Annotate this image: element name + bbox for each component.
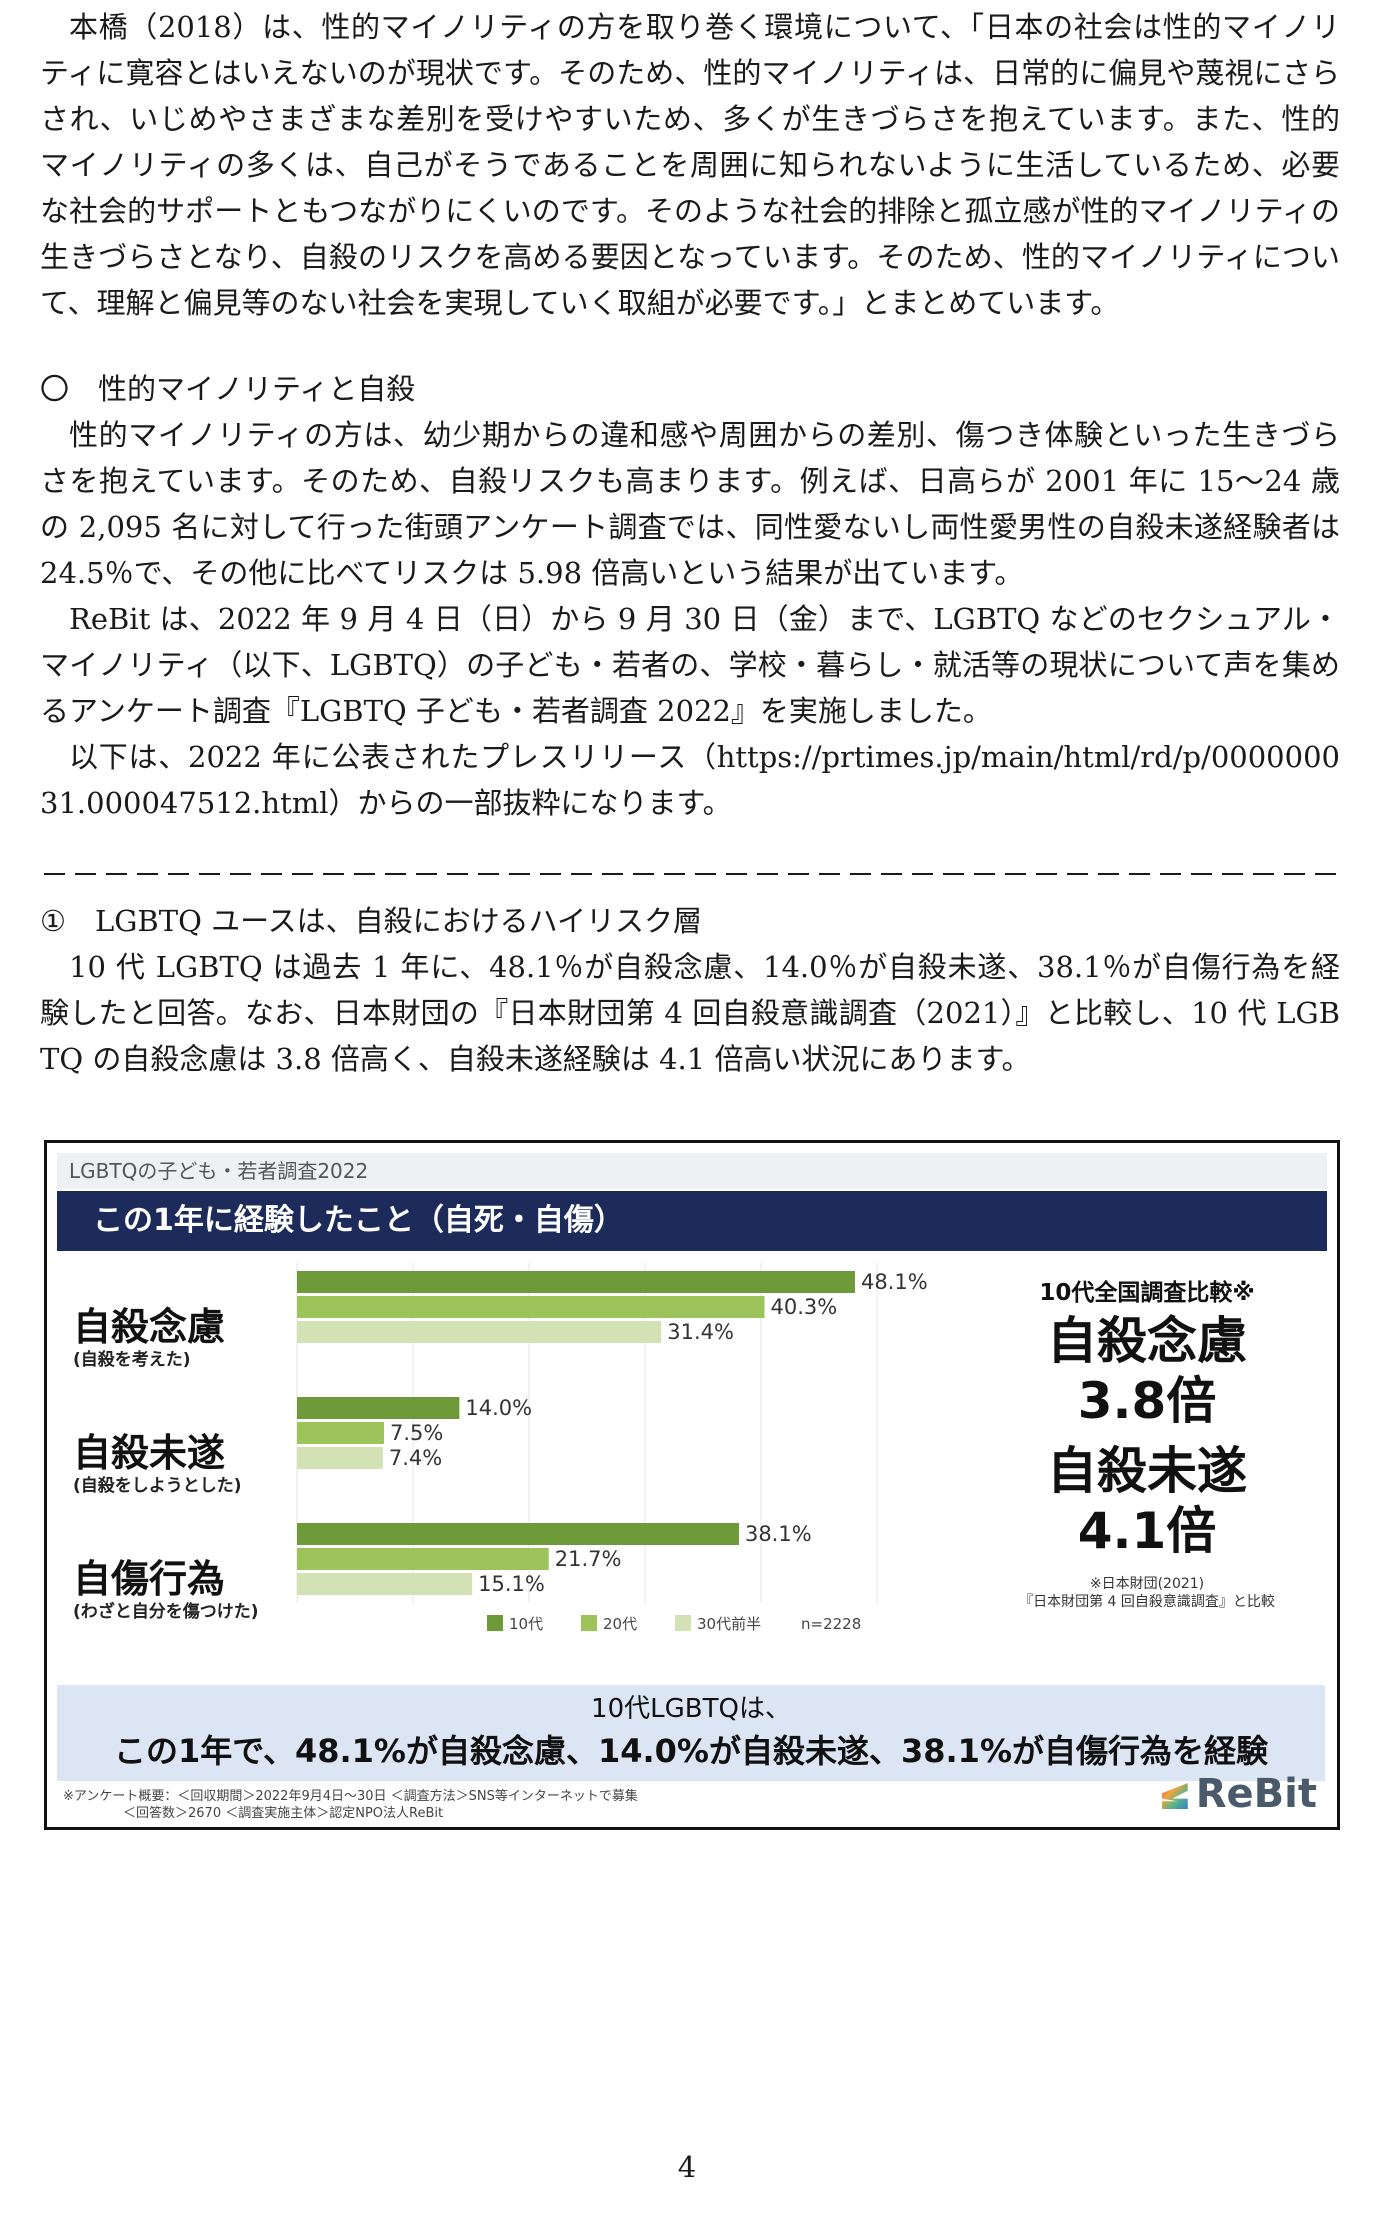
category-label-selfharm: 自傷行為 (わざと自分を傷つけた) [73, 1557, 259, 1623]
summary-box: 10代LGBTQは、 この1年で、48.1%が自殺念慮、14.0%が自殺未遂、3… [57, 1685, 1325, 1781]
bar-value-label: 38.1% [745, 1522, 812, 1546]
comparison-attempt-value: 4.1倍 [1077, 1502, 1217, 1560]
rebit-logo-icon [1161, 1783, 1188, 1809]
category-sub: (自殺をしようとした) [73, 1476, 242, 1496]
paragraph-risk: 性的マイノリティの方は、幼少期からの違和感や周囲からの差別、傷つき体験といった生… [40, 418, 1340, 590]
legend-label: 10代 [509, 1615, 543, 1633]
bar-value-label: 40.3% [770, 1295, 837, 1319]
bar-2-2 [297, 1422, 384, 1444]
bar-chart: 48.1% 40.3% 31.4% 14.0% 7.5%7.4% 38.1% 21.7% 15… [296, 1263, 928, 1633]
survey-note-1: ※アンケート概要：＜回収期間＞2022年9月4日〜30日 ＜調査方法＞SNS等イ… [63, 1789, 638, 1804]
legend-swatch [581, 1615, 597, 1631]
dashed-divider: －－－－－－－－－－－－－－－－－－－－－－－－－－－－－－－－－－－－－－－－… [40, 858, 1340, 892]
bar-1-3 [297, 1321, 662, 1343]
bar-value-label: 7.4% [389, 1446, 442, 1470]
comparison-ideation-value: 3.8倍 [1077, 1372, 1217, 1430]
bar-3-2 [297, 1548, 549, 1570]
bar-value-label: 7.5% [390, 1421, 443, 1445]
summary-line-1: 10代LGBTQは、 [591, 1694, 791, 1724]
category-sub: (わざと自分を傷つけた) [73, 1602, 259, 1622]
comparison-note-detail: 『日本財団第 4 回自殺意識調査』と比較 [1019, 1594, 1275, 1610]
figure-subtitle: LGBTQの子ども・若者調査2022 [57, 1153, 1327, 1189]
legend-label: 20代 [603, 1615, 637, 1633]
bar-1-2 [297, 1296, 765, 1318]
bar-3-3 [297, 1573, 473, 1595]
comparison-attempt-label: 自殺未遂 [1047, 1442, 1247, 1500]
comparison-panel: 10代全国調査比較※ 自殺念慮 3.8倍 自殺未遂 4.1倍 ※日本財団(202… [987, 1273, 1307, 1611]
legend-swatch [675, 1615, 691, 1631]
bar-2-3 [297, 1447, 383, 1469]
bar-3-1 [297, 1523, 739, 1545]
rebit-logo-text: ReBit [1195, 1771, 1317, 1817]
bar-value-label: 31.4% [667, 1320, 734, 1344]
summary-line-2: この1年で、48.1%が自殺念慮、14.0%が自殺未遂、38.1%が自傷行為を経… [113, 1732, 1269, 1770]
category-label-attempt: 自殺未遂 (自殺をしようとした) [73, 1431, 242, 1497]
survey-figure: LGBTQの子ども・若者調査2022 この1年に経験したこと（自死・自傷） 自殺… [44, 1140, 1340, 1830]
category-main: 自殺念慮 [73, 1305, 226, 1349]
bar-value-label: 14.0% [465, 1396, 532, 1420]
bar-value-label: 15.1% [478, 1572, 545, 1596]
survey-notes: ※アンケート概要：＜回収期間＞2022年9月4日〜30日 ＜調査方法＞SNS等イ… [63, 1788, 763, 1822]
category-main: 自傷行為 [73, 1557, 226, 1601]
legend-label: 30代前半 [697, 1615, 761, 1633]
paragraph-group-2: 性的マイノリティの方は、幼少期からの違和感や周囲からの差別、傷つき体験といった生… [40, 412, 1340, 826]
legend-swatch [487, 1615, 503, 1631]
subsection-heading: ① LGBTQ ユースは、自殺におけるハイリスク層 [40, 904, 703, 938]
legend-sample-size: n=2228 [801, 1615, 861, 1633]
section-heading-suicide: 〇 性的マイノリティと自殺 [40, 372, 416, 406]
comparison-note-source: ※日本財団(2021) [1089, 1576, 1205, 1592]
figure-title: この1年に経験したこと（自死・自傷） [57, 1191, 1327, 1251]
category-main: 自殺未遂 [73, 1431, 226, 1475]
page-number: 4 [677, 2150, 697, 2184]
paragraph-press-release: 以下は、2022 年に公表されたプレスリリース（https://prtimes.… [40, 740, 1340, 820]
bar-1-1 [297, 1271, 855, 1293]
paragraph-intro: 本橋（2018）は、性的マイノリティの方を取り巻く環境について、「日本の社会は性… [40, 10, 1340, 320]
bar-value-label: 48.1% [861, 1270, 928, 1294]
comparison-title: 10代全国調査比較※ [1039, 1280, 1255, 1306]
paragraph-rebit-survey: ReBit は、2022 年 9 月 4 日（日）から 9 月 30 日（金）ま… [40, 602, 1340, 728]
comparison-ideation-label: 自殺念慮 [1047, 1312, 1247, 1370]
survey-note-2: ＜回答数＞2670 ＜調査実施主体＞認定NPO法人ReBit [123, 1806, 444, 1821]
paragraph-teen-stats: 10 代 LGBTQ は過去 1 年に、48.1％が自殺念慮、14.0％が自殺未… [40, 950, 1340, 1076]
category-label-ideation: 自殺念慮 (自殺を考えた) [73, 1305, 225, 1371]
bar-value-label: 21.7% [555, 1547, 622, 1571]
category-sub: (自殺を考えた) [73, 1350, 191, 1370]
bar-2-1 [297, 1397, 460, 1419]
rebit-logo: ReBit [1161, 1771, 1317, 1817]
